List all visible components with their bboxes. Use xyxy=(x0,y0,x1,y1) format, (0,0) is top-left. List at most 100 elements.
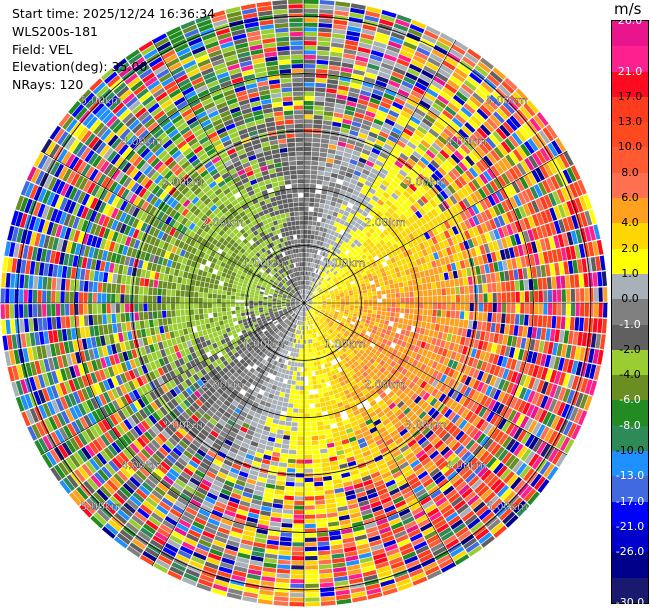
ray-bins xyxy=(119,401,159,433)
ray-bins xyxy=(67,423,77,437)
ray-bins xyxy=(499,124,511,137)
ray-bins xyxy=(224,517,246,557)
ray-bins xyxy=(92,292,97,303)
ray-bins xyxy=(198,539,212,548)
ray-bins xyxy=(334,311,491,362)
ray-bins xyxy=(398,508,411,517)
ray-bins xyxy=(88,441,99,455)
ray-bins xyxy=(211,58,302,295)
ray-bins xyxy=(164,542,179,553)
ray-bins xyxy=(234,85,246,93)
ray-bins xyxy=(305,316,343,546)
ray-bins xyxy=(517,244,524,257)
ray-bins xyxy=(499,468,512,481)
ray-bins xyxy=(508,135,519,148)
ray-bins xyxy=(345,16,363,42)
ray-bins xyxy=(15,378,81,412)
ring-label: 4.00km xyxy=(445,135,487,148)
ray-bins xyxy=(24,274,48,290)
ray-bins xyxy=(328,521,346,568)
ray-bins xyxy=(380,496,392,505)
ray-bins xyxy=(266,544,279,550)
ray-bins xyxy=(338,323,468,405)
ray-bins xyxy=(157,163,167,174)
ray-bins xyxy=(418,77,518,182)
ray-bins xyxy=(492,173,564,216)
ray-bins xyxy=(463,537,477,550)
ray-bins xyxy=(41,138,53,154)
ray-bins xyxy=(232,488,243,496)
ray-bins xyxy=(304,64,316,69)
ray-bins xyxy=(33,275,62,291)
ray-bins xyxy=(26,166,37,182)
ray-bins xyxy=(410,459,458,523)
ray-bins xyxy=(540,197,584,224)
ray-bins xyxy=(486,247,515,263)
ray-bins xyxy=(322,267,533,301)
ray-bins xyxy=(104,131,115,144)
ray-bins xyxy=(205,127,288,272)
ray-bins xyxy=(363,102,379,123)
ray-bins xyxy=(241,8,257,15)
ray-bins xyxy=(191,76,204,86)
ray-bins xyxy=(413,510,426,520)
ray-bins xyxy=(443,165,581,239)
ray-bins xyxy=(52,349,91,370)
ray-bins xyxy=(470,329,591,362)
ray-bins xyxy=(335,240,599,298)
ray-bins xyxy=(207,131,218,140)
ray-bins xyxy=(388,40,402,49)
ray-bins xyxy=(472,215,480,226)
ray-bins xyxy=(238,471,249,478)
ray-bins xyxy=(437,478,487,537)
ray-bins xyxy=(113,82,165,139)
ray-bins xyxy=(172,447,183,457)
ray-bins xyxy=(55,363,85,383)
ray-bins xyxy=(239,60,253,68)
ray-bins xyxy=(447,388,495,423)
ray-bins xyxy=(330,172,338,179)
ray-bins xyxy=(235,513,247,521)
ray-bins xyxy=(451,441,523,511)
ray-bins xyxy=(124,73,138,85)
ray-bins xyxy=(7,366,15,382)
ray-bins xyxy=(64,185,74,199)
ray-bins xyxy=(474,482,496,504)
ray-bins xyxy=(458,465,503,511)
colorbar-bin: 17.0 xyxy=(612,90,648,123)
ray-bins xyxy=(207,467,240,527)
ray-bins xyxy=(463,140,475,152)
ray-bins xyxy=(333,571,351,601)
ray-bins xyxy=(339,519,362,576)
ray-bins xyxy=(305,307,308,312)
ray-bins xyxy=(546,413,556,428)
colorbar-bin: 8.0 xyxy=(612,166,648,199)
ray-bins xyxy=(99,160,121,181)
ray-bins xyxy=(486,456,540,506)
ray-bins xyxy=(453,98,519,161)
ray-bins xyxy=(33,390,42,406)
ray-bins xyxy=(526,228,587,255)
ray-bins xyxy=(263,296,291,302)
ray-bins xyxy=(312,171,569,300)
ray-bins xyxy=(309,315,426,582)
ray-bins xyxy=(263,454,272,461)
ray-bins xyxy=(116,397,125,409)
ray-bins xyxy=(390,196,518,264)
ray-bins xyxy=(220,480,235,496)
ray-bins xyxy=(99,88,159,150)
ray-bins xyxy=(171,150,182,160)
azimuth-line xyxy=(303,39,457,304)
ray-bins xyxy=(68,100,146,170)
ray-bins xyxy=(306,48,357,290)
ray-bins xyxy=(305,62,408,299)
ray-bins xyxy=(297,297,301,301)
ray-bins xyxy=(363,517,380,538)
ray-bins xyxy=(152,535,166,546)
ray-bins xyxy=(326,442,359,562)
ray-bins xyxy=(547,341,604,365)
ray-bins xyxy=(524,157,535,171)
ray-bins xyxy=(272,503,283,509)
ray-bins xyxy=(89,495,103,508)
